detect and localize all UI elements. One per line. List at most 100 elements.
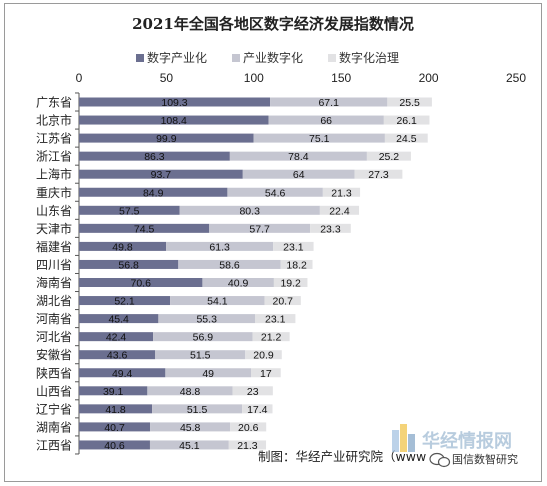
bar-segment [209,223,311,233]
data-label: 56.8 [118,259,139,271]
bar-segment [255,314,296,324]
data-label: 49.8 [112,241,133,253]
bar-segment [79,278,203,287]
x-tick-label: 50 [160,71,174,85]
bar-segment [229,151,367,161]
bar-segment [270,97,388,107]
data-label: 23.1 [265,314,286,326]
bar-segment [79,115,269,125]
y-axis: 广东省北京市江苏省浙江省上海市重庆市山东省天津市福建省四川省海南省湖北省河南省河… [36,92,80,455]
bar-segment [155,350,246,360]
data-label: 23 [247,386,259,398]
category-label: 陕西省 [36,365,72,380]
legend-label: 产业数字化 [243,50,303,65]
data-label: 19.2 [280,278,301,290]
bar-segment [384,133,428,143]
bar-segment [322,187,361,197]
bar-segment [242,404,273,414]
data-label: 42.4 [106,332,127,344]
data-label: 22.4 [329,205,350,217]
data-label: 23.3 [320,223,341,235]
x-tick-label: 250 [506,71,526,85]
category-label: 天津市 [36,221,72,236]
data-label: 67.1 [318,97,339,109]
bar-segment [79,386,148,396]
data-label: 45.8 [180,422,201,434]
x-tick-label: 0 [76,71,83,85]
data-label: 40.6 [104,440,125,452]
category-label: 上海市 [36,167,72,182]
bar-segment [273,241,314,251]
data-label: 20.7 [273,296,294,308]
bar-segment [245,350,282,360]
bar-segment [202,278,274,287]
data-label: 43.6 [107,350,128,362]
bar-segment [178,259,281,269]
data-label: 84.9 [143,187,164,199]
bar-segment [242,169,355,179]
data-label: 78.4 [288,151,309,163]
bar-segment [273,278,308,287]
category-label: 山西省 [36,384,72,398]
bar-segment [79,151,230,161]
bar-segment [170,296,265,306]
bar-segment [79,187,228,197]
data-label: 25.2 [379,151,400,163]
bar-segment [79,350,156,360]
data-label: 21.3 [237,440,258,452]
bar-segment [79,169,243,179]
data-label: 51.5 [187,404,208,416]
bars [79,97,432,450]
data-label: 52.1 [114,296,135,308]
data-label: 51.5 [190,350,211,362]
data-label: 40.9 [228,278,249,290]
category-label: 浙江省 [36,150,72,164]
category-label: 湖北省 [36,293,72,308]
category-label: 重庆市 [36,185,72,200]
category-label: 辽宁省 [36,401,72,416]
bar-segment [179,205,320,215]
data-label: 48.8 [180,386,201,398]
bar-segment [149,440,229,450]
watermark-account: 国信数智研究 [426,449,538,469]
bar-segment [366,151,411,161]
bar-segment [79,223,210,233]
data-label: 24.5 [396,133,417,145]
bar-segment [354,169,403,179]
legend-label: 数字产业化 [147,50,207,65]
data-label: 58.6 [219,259,240,271]
watermark-logo-icon [392,424,415,452]
bar-segment [79,368,166,378]
data-label: 17 [260,368,272,380]
category-label: 北京市 [36,113,72,128]
bar-segment [153,332,253,342]
bar-segment [228,440,267,450]
chart-title: 2021年全国各地区数字经济发展指数情况 [132,15,414,33]
bar-segment [152,404,243,414]
data-label: 41.8 [105,404,126,416]
data-label: 17.4 [247,404,268,416]
data-label: 21.3 [331,187,352,199]
bar-segment [79,440,150,450]
category-label: 广东省 [36,96,72,110]
bar-segment [79,97,271,107]
data-label: 54.6 [265,187,286,199]
data-label: 54.1 [207,296,228,308]
bar-segment [165,368,252,378]
bar-segment [264,296,301,306]
watermark-site: 华经情报网 [392,424,512,452]
watermark-account-text: 国信数智研究 [452,452,518,466]
bar-segment [253,133,385,143]
bar-segment [230,422,267,432]
data-label: 55.3 [196,314,217,326]
bar-segment [232,386,273,396]
bar-segment [79,133,254,143]
bar-segment [150,422,231,432]
bar-segment [79,259,179,269]
data-label: 109.3 [161,97,187,109]
category-label: 江苏省 [36,132,72,146]
data-label: 21.2 [261,332,282,344]
data-label: 45.1 [179,440,200,452]
data-label: 40.7 [104,422,125,434]
